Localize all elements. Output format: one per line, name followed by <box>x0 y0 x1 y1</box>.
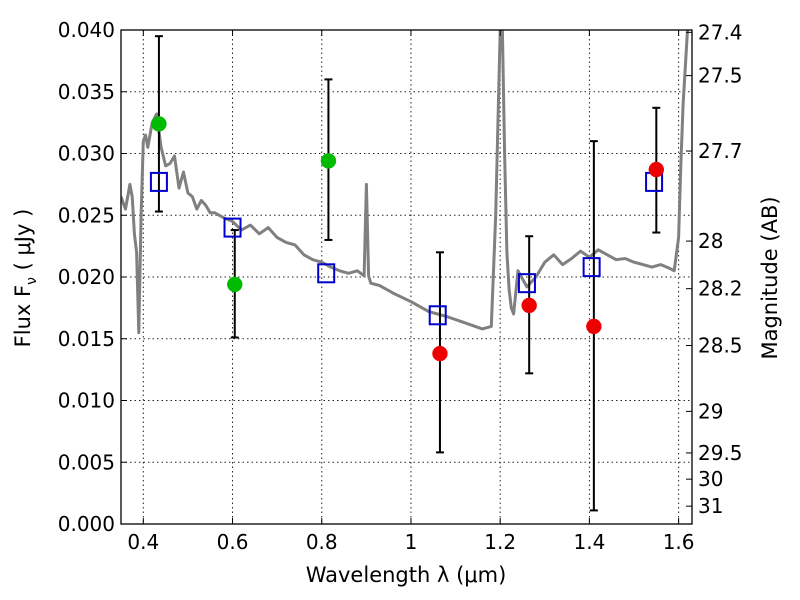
y2-tick-label: 28.5 <box>698 333 743 357</box>
x-tick-label: 1.6 <box>663 530 695 554</box>
y-tick-label: 0.030 <box>58 142 115 166</box>
red-data-point <box>521 297 537 314</box>
x-tick-label: 1 <box>405 530 418 554</box>
red-data-point <box>648 161 665 178</box>
y-axis-label-unit: ( μJy ) <box>11 209 35 277</box>
y2-tick-label: 27.7 <box>698 139 743 163</box>
x-tick-label: 1.2 <box>484 530 516 554</box>
y-tick-label: 0.010 <box>58 389 115 413</box>
x-tick-label: 0.8 <box>306 530 338 554</box>
y-tick-label: 0.025 <box>58 203 115 227</box>
x-tick-label: 1.4 <box>573 530 605 554</box>
model-flux-square <box>149 171 168 192</box>
y-tick-label: 0.040 <box>58 18 115 42</box>
y2-tick-label: 29 <box>698 399 723 423</box>
axis-ticks: 0.4 0.6 0.8 1 1.2 1.4 1.6 0.000 0.005 0.010 0.015 0… <box>58 18 743 554</box>
model-flux-square <box>317 263 336 284</box>
green-data-point <box>320 153 337 169</box>
model-flux-square <box>582 257 601 278</box>
red-data-point <box>432 345 448 362</box>
gridlines <box>121 29 692 525</box>
template-spectrum-line <box>121 30 689 335</box>
template-spectrum <box>121 30 689 335</box>
model-flux-square <box>517 273 536 294</box>
y-tick-label: 0.000 <box>58 512 115 536</box>
green-data-point <box>151 116 167 132</box>
y-axis-label-subscript: ν <box>24 277 40 285</box>
y-tick-label: 0.015 <box>58 327 115 351</box>
y2-tick-label: 28.2 <box>698 277 743 301</box>
y2-tick-label: 27.5 <box>698 64 743 88</box>
green-data-point <box>227 276 243 293</box>
y2-tick-label: 29.5 <box>698 441 743 465</box>
y-tick-label: 0.020 <box>58 265 115 289</box>
y2-tick-label: 30 <box>698 467 723 491</box>
model-flux-square <box>428 305 447 326</box>
x-tick-label: 0.6 <box>217 530 249 554</box>
right-axis-label: Magnitude (AB) <box>758 196 782 359</box>
y-axis-label: Flux Fν ( μJy ) <box>11 209 40 348</box>
data-markers <box>149 116 665 362</box>
y-tick-label: 0.035 <box>58 80 115 104</box>
model-flux-square <box>223 217 242 238</box>
y2-tick-label: 27.4 <box>698 20 743 44</box>
y2-tick-label: 31 <box>698 494 723 518</box>
x-tick-label: 0.4 <box>127 530 159 554</box>
y-axis-label-main: Flux F <box>11 285 35 347</box>
red-data-point <box>586 318 602 335</box>
y-tick-label: 0.005 <box>58 450 115 474</box>
x-axis-label: Wavelength λ (μm) <box>306 563 507 587</box>
y2-tick-label: 28 <box>698 229 723 253</box>
